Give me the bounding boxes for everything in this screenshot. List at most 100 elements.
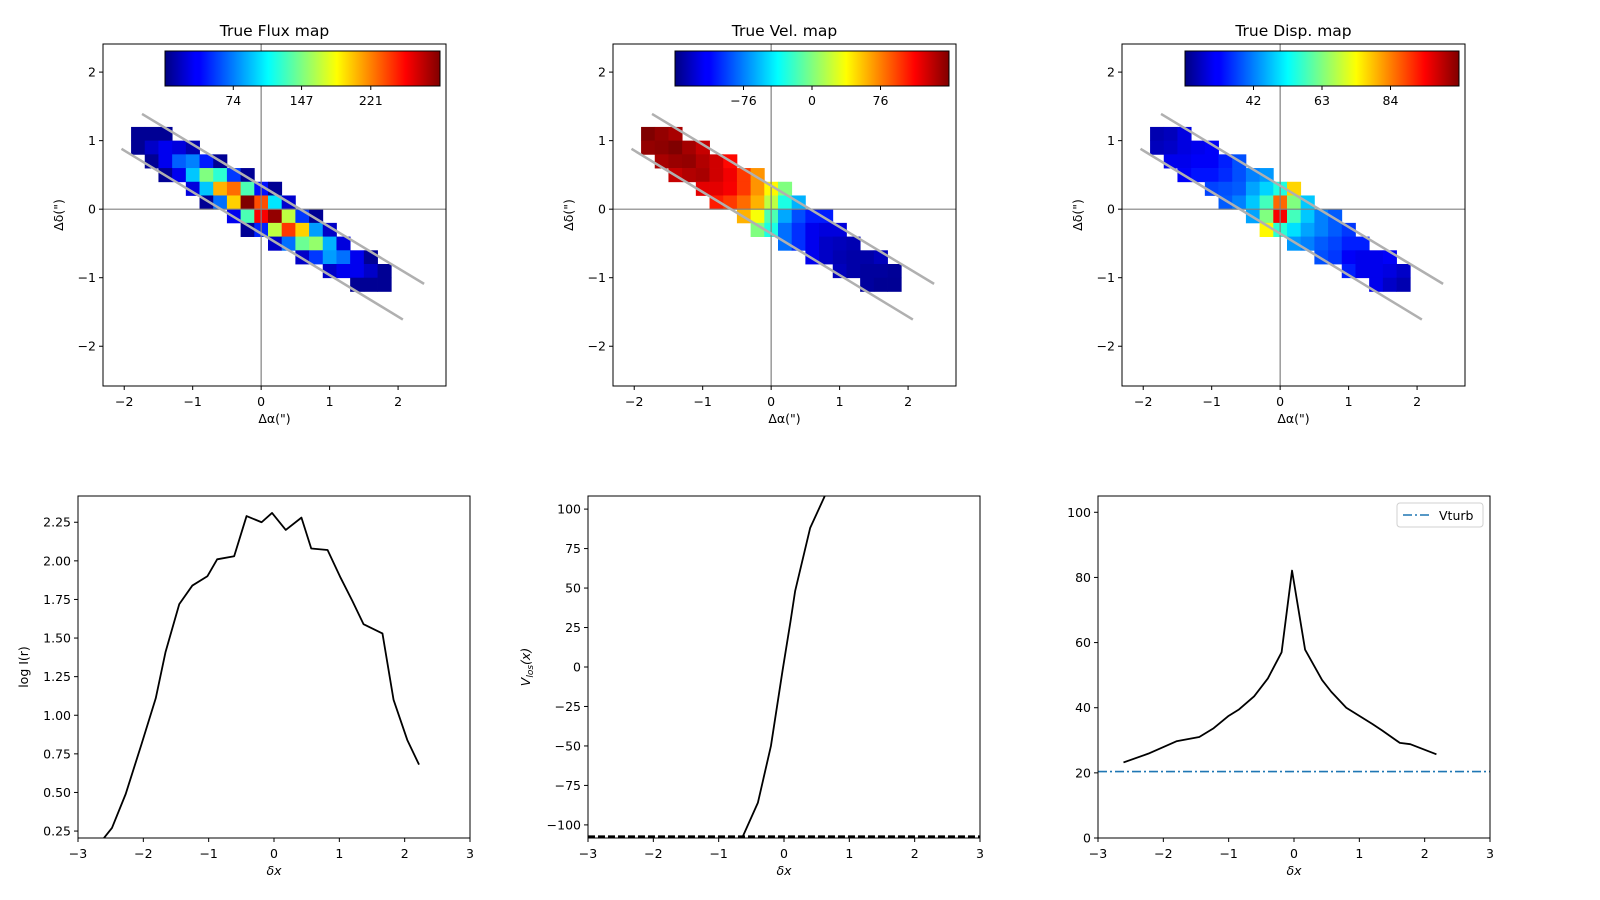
x-tick-label: −2 [1134, 394, 1152, 409]
x-tick-label: 2 [394, 394, 402, 409]
y-tick-label: 1.00 [43, 708, 71, 723]
map-pixel [185, 181, 200, 196]
map-pixel [1355, 250, 1370, 265]
y-axis-label: log I(r) [16, 646, 31, 688]
y-tick-label: 1.50 [43, 631, 71, 646]
map-pixel [819, 222, 834, 237]
map-pixel [1204, 140, 1219, 155]
map-pixel [336, 264, 351, 279]
colorbar [1184, 50, 1460, 87]
map-pixel [1300, 209, 1315, 224]
map-pixel [199, 154, 214, 169]
map-pixel [805, 222, 820, 237]
chart-title: True Vel. map [731, 22, 837, 40]
x-tick-label: 0 [780, 846, 788, 861]
map-pixel [1232, 181, 1247, 196]
map-pixel [1328, 222, 1343, 237]
map-pixel [709, 168, 724, 183]
colorbar [164, 50, 441, 87]
map-pixel [1177, 154, 1192, 169]
map-pixel [1300, 222, 1315, 237]
map-pixel [1355, 236, 1370, 251]
slit-edge-line [141, 112, 425, 285]
y-tick-label: 25 [565, 620, 581, 635]
dispersion-line [1123, 569, 1437, 764]
y-tick-label: 1 [598, 133, 606, 148]
slit-edge-line [630, 147, 914, 321]
map-pixel [240, 181, 255, 196]
map-pixel [846, 236, 861, 251]
map-pixel [322, 236, 337, 251]
map-pixel [736, 181, 752, 196]
map-pixel [1259, 181, 1274, 196]
map-pixel [723, 168, 738, 183]
map-pixel [1382, 277, 1397, 292]
x-tick-label: −2 [115, 394, 133, 409]
map-pixel [791, 209, 806, 224]
flux-map-panel: 74 147 221 −2 −1 0 1 2 −2 −1 0 1 2 True Flux map Δα(")… [51, 22, 447, 426]
x-axis-label: Δα(") [258, 411, 290, 426]
map-pixel [185, 168, 200, 183]
map-pixel [185, 154, 200, 169]
x-tick-label: 1 [1355, 846, 1363, 861]
y-axis-label: Vlos(x) [518, 648, 536, 686]
y-tick-label: 2 [88, 65, 96, 80]
map-pixel [158, 140, 173, 155]
map-pixel [144, 126, 159, 142]
map-pixel [668, 140, 683, 155]
velocity-profile-panel: −3 −2 −1 0 1 2 3 −100 −75 −50 −25 0 25 50 75 100 δx Vlos(… [518, 495, 984, 878]
flux-profile-panel: −3 −2 −1 0 1 2 3 0.25 0.50 0.75 1.00 1.25 1.50 1.75 2.… [16, 495, 474, 878]
map-pixel [1163, 140, 1178, 155]
map-pixel [1204, 181, 1219, 196]
map-pixel [199, 181, 214, 196]
map-pixel [682, 154, 697, 169]
map-pixel [1204, 154, 1219, 169]
map-pixel [819, 236, 834, 251]
x-tick-label: 2 [1413, 394, 1421, 409]
map-pixel [860, 250, 875, 265]
map-pixel [1314, 222, 1329, 237]
map-pixel [267, 222, 283, 237]
velocity-line [742, 496, 826, 837]
map-pixel [1382, 264, 1397, 279]
y-label-main: V [518, 676, 533, 686]
map-pixel [1328, 250, 1343, 265]
map-pixel [695, 168, 710, 183]
map-pixel [1177, 140, 1192, 155]
y-tick-label: 1.75 [43, 592, 71, 607]
y-tick-label: −2 [588, 339, 606, 354]
x-tick-label: 2 [1421, 846, 1429, 861]
x-tick-label: −3 [69, 846, 87, 861]
map-pixel [240, 209, 255, 224]
map-pixel [1286, 222, 1302, 237]
y-tick-label: 40 [1075, 700, 1091, 715]
map-pixel [1150, 126, 1165, 142]
map-pixel [322, 250, 337, 265]
map-pixel [832, 250, 847, 265]
map-pixel [832, 222, 847, 237]
map-pixel [363, 264, 378, 279]
map-pixel [1232, 168, 1247, 183]
slit-edge-line [120, 147, 404, 321]
map-pixel [267, 209, 283, 224]
x-tick-label: −2 [625, 394, 643, 409]
map-pixel [1286, 209, 1302, 224]
map-pixel [185, 140, 200, 155]
y-tick-label: 2 [1107, 65, 1115, 80]
y-tick-label: 1 [88, 133, 96, 148]
map-pixel [1341, 250, 1356, 265]
map-pixel [777, 222, 793, 237]
plot-area [102, 512, 420, 838]
map-pixel [131, 140, 146, 155]
y-tick-label: 0 [88, 202, 96, 217]
map-pixel [1191, 168, 1206, 183]
slit-edge-line [1160, 112, 1444, 285]
map-pixel [1191, 140, 1206, 155]
map-pixel [1204, 168, 1219, 183]
axes-frame [612, 43, 957, 387]
map-pixel [832, 236, 847, 251]
map-pixel [350, 250, 365, 265]
plot-area [613, 44, 956, 386]
map-pixel [281, 222, 296, 237]
